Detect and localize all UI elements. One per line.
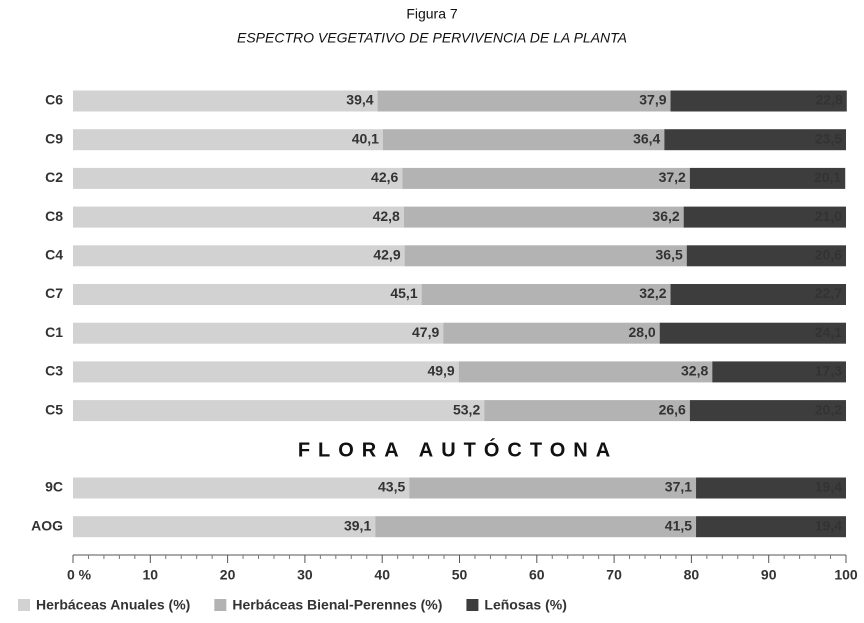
bar-segment (683, 206, 846, 228)
bar-segment (689, 400, 846, 422)
data-label: 23,5 (815, 130, 842, 146)
data-label: 17,3 (815, 363, 842, 379)
bar-segment (73, 284, 422, 305)
x-tick-label: 100 (834, 567, 858, 583)
bar-segment (402, 167, 690, 189)
bar-segment (73, 167, 403, 189)
legend-label: Leñosas (%) (484, 597, 566, 613)
y-tick-label: C8 (45, 208, 63, 224)
bar-segment (664, 129, 846, 151)
bar-segment (377, 90, 671, 112)
bar-segment (696, 516, 846, 538)
data-label: 28,0 (628, 324, 655, 340)
bar-segment (443, 322, 660, 344)
data-label: 43,5 (378, 479, 405, 495)
y-tick-label: 9C (45, 479, 63, 495)
bar-segment (73, 361, 459, 383)
data-label: 19,4 (815, 517, 842, 533)
data-label: 40,1 (352, 130, 379, 146)
bar-segment (73, 129, 383, 151)
bar-segment (458, 361, 713, 383)
data-label: 49,9 (427, 363, 454, 379)
data-label: 32,8 (681, 363, 708, 379)
bar-segment (73, 322, 444, 344)
data-label: 22,7 (815, 285, 842, 301)
x-tick-label: 90 (761, 567, 777, 583)
bar-segment (73, 245, 405, 267)
bar-segment (73, 90, 378, 112)
bar-segment (696, 477, 846, 499)
bar-segment (403, 206, 684, 228)
data-label: 42,6 (371, 169, 398, 185)
bar-segment (712, 361, 846, 383)
x-tick-label: 40 (374, 567, 390, 583)
bar-segment (73, 400, 485, 422)
data-label: 20,1 (814, 169, 841, 185)
y-tick-label: C4 (45, 247, 63, 263)
data-label: 37,9 (639, 92, 666, 108)
bar-segment (73, 206, 404, 228)
legend-swatch (214, 599, 227, 611)
bar-segment (689, 167, 846, 189)
y-tick-label: C6 (45, 92, 63, 108)
y-tick-label: C1 (45, 324, 63, 340)
data-label: 39,1 (344, 517, 371, 533)
data-label: 45,1 (390, 285, 417, 301)
x-tick-label: 0 % (67, 567, 92, 583)
bar-segment (73, 477, 410, 499)
x-tick-label: 20 (220, 567, 236, 583)
data-label: 47,9 (412, 324, 439, 340)
data-label: 37,1 (665, 479, 692, 495)
data-label: 36,4 (633, 130, 660, 146)
data-label: 41,5 (665, 517, 692, 533)
bar-segment (670, 284, 846, 305)
x-tick-label: 50 (452, 567, 468, 583)
data-label: 39,4 (346, 92, 373, 108)
data-label: 53,2 (453, 401, 480, 417)
legend-swatch (466, 599, 479, 611)
x-tick-label: 30 (297, 567, 313, 583)
bar-segment (409, 477, 697, 499)
bar-segment (421, 284, 671, 305)
data-label: 20,6 (815, 247, 842, 263)
y-tick-label: C7 (45, 285, 63, 301)
y-tick-label: C5 (45, 401, 63, 417)
annotation: FLORA AUTÓCTONA (298, 437, 618, 461)
bar-segment (375, 516, 697, 538)
legend-swatch (18, 599, 30, 611)
bar-segment (382, 129, 665, 151)
data-label: 36,2 (652, 208, 679, 224)
data-label: 19,4 (815, 479, 842, 495)
y-tick-label: AOG (31, 517, 63, 533)
data-label: 42,8 (373, 208, 400, 224)
bar-segment (686, 245, 846, 267)
data-label: 24,1 (815, 324, 842, 340)
data-label: 21,0 (815, 208, 842, 224)
data-label: 42,9 (373, 247, 400, 263)
x-tick-label: 70 (606, 567, 622, 583)
chart-title: Figura 7 (406, 6, 458, 22)
bar-segment (659, 322, 846, 344)
data-label: 37,2 (659, 169, 686, 185)
x-tick-label: 60 (529, 567, 545, 583)
legend-label: Herbáceas Bienal-Perennes (%) (232, 597, 442, 613)
legend-label: Herbáceas Anuales (%) (36, 597, 190, 613)
data-label: 36,5 (656, 247, 683, 263)
data-label: 26,6 (659, 401, 686, 417)
bar-segment (484, 400, 690, 422)
bar-segment (670, 90, 847, 112)
y-tick-label: C2 (45, 169, 63, 185)
y-tick-label: C3 (45, 363, 63, 379)
bar-segment (73, 516, 376, 538)
data-label: 22,8 (816, 92, 843, 108)
data-label: 32,2 (639, 285, 666, 301)
x-tick-label: 10 (143, 567, 159, 583)
x-tick-label: 80 (684, 567, 700, 583)
bar-segment (404, 245, 687, 267)
y-tick-label: C9 (45, 130, 63, 146)
data-label: 20,2 (815, 401, 842, 417)
chart-subtitle: ESPECTRO VEGETATIVO DE PERVIVENCIA DE LA… (237, 30, 627, 46)
